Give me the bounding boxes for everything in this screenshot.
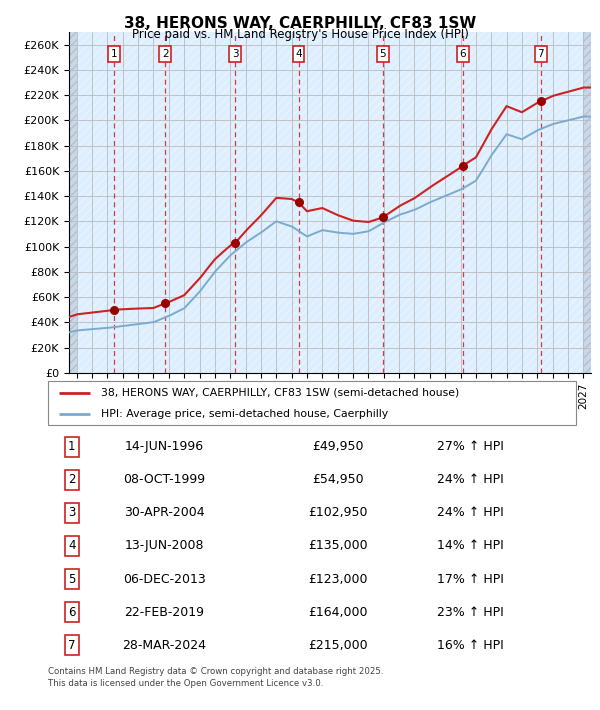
Text: 1: 1 xyxy=(68,440,76,453)
Text: 27% ↑ HPI: 27% ↑ HPI xyxy=(437,440,504,453)
Text: 4: 4 xyxy=(295,49,302,59)
Text: 5: 5 xyxy=(379,49,386,59)
Text: 17% ↑ HPI: 17% ↑ HPI xyxy=(437,572,504,586)
Bar xyxy=(583,32,591,373)
Text: 06-DEC-2013: 06-DEC-2013 xyxy=(123,572,206,586)
Text: 7: 7 xyxy=(538,49,544,59)
Text: Contains HM Land Registry data © Crown copyright and database right 2025.: Contains HM Land Registry data © Crown c… xyxy=(48,667,383,677)
Bar xyxy=(69,32,77,373)
Text: £135,000: £135,000 xyxy=(308,540,368,552)
Text: 3: 3 xyxy=(232,49,239,59)
Text: 14% ↑ HPI: 14% ↑ HPI xyxy=(437,540,504,552)
Text: Price paid vs. HM Land Registry's House Price Index (HPI): Price paid vs. HM Land Registry's House … xyxy=(131,28,469,41)
Text: 23% ↑ HPI: 23% ↑ HPI xyxy=(437,606,504,618)
Bar xyxy=(77,32,583,373)
Text: 7: 7 xyxy=(68,639,76,652)
Text: 2: 2 xyxy=(68,474,76,486)
Text: 14-JUN-1996: 14-JUN-1996 xyxy=(125,440,204,453)
Text: 22-FEB-2019: 22-FEB-2019 xyxy=(124,606,204,618)
Text: 30-APR-2004: 30-APR-2004 xyxy=(124,506,205,520)
Text: 28-MAR-2024: 28-MAR-2024 xyxy=(122,639,206,652)
Text: 6: 6 xyxy=(460,49,466,59)
Text: £164,000: £164,000 xyxy=(308,606,368,618)
Text: £215,000: £215,000 xyxy=(308,639,368,652)
Text: 38, HERONS WAY, CAERPHILLY, CF83 1SW: 38, HERONS WAY, CAERPHILLY, CF83 1SW xyxy=(124,16,476,31)
Text: 6: 6 xyxy=(68,606,76,618)
Text: 2: 2 xyxy=(162,49,169,59)
Text: 5: 5 xyxy=(68,572,76,586)
Text: 1: 1 xyxy=(111,49,118,59)
Text: £49,950: £49,950 xyxy=(313,440,364,453)
Text: 08-OCT-1999: 08-OCT-1999 xyxy=(123,474,205,486)
Text: 4: 4 xyxy=(68,540,76,552)
Text: This data is licensed under the Open Government Licence v3.0.: This data is licensed under the Open Gov… xyxy=(48,679,323,688)
Text: 3: 3 xyxy=(68,506,76,520)
Text: HPI: Average price, semi-detached house, Caerphilly: HPI: Average price, semi-detached house,… xyxy=(101,408,388,419)
Text: 16% ↑ HPI: 16% ↑ HPI xyxy=(437,639,504,652)
Text: 13-JUN-2008: 13-JUN-2008 xyxy=(124,540,204,552)
Text: £102,950: £102,950 xyxy=(308,506,368,520)
Text: 24% ↑ HPI: 24% ↑ HPI xyxy=(437,506,504,520)
Text: 24% ↑ HPI: 24% ↑ HPI xyxy=(437,474,504,486)
Text: 38, HERONS WAY, CAERPHILLY, CF83 1SW (semi-detached house): 38, HERONS WAY, CAERPHILLY, CF83 1SW (se… xyxy=(101,388,459,398)
Text: £123,000: £123,000 xyxy=(308,572,368,586)
Text: £54,950: £54,950 xyxy=(313,474,364,486)
